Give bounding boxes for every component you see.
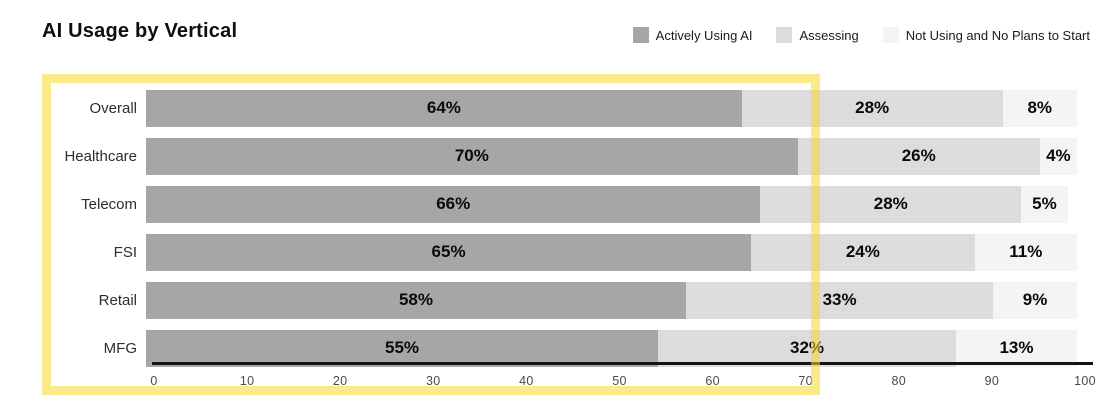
legend-label: Assessing [799, 27, 859, 43]
legend-item-not-using: Not Using and No Plans to Start [882, 27, 1090, 43]
category-label: Retail [98, 291, 137, 309]
bar-track: 66% 28% 5% [146, 185, 1077, 223]
bar-track: 58% 33% 9% [146, 281, 1077, 319]
bar-segment-assessing: 24% [751, 233, 975, 271]
bar-row: FSI 65% 24% 11% [0, 228, 1112, 276]
category-label: MFG [103, 339, 137, 357]
x-axis-tick-label: 20 [332, 374, 348, 388]
bar-segment-actively-using-ai: 58% [146, 281, 686, 319]
segment-value-label: 13% [999, 338, 1034, 357]
category-label: Overall [89, 99, 137, 117]
segment-value-label: 58% [398, 290, 433, 309]
bar-row: Retail 58% 33% 9% [0, 276, 1112, 324]
segment-value-label: 26% [901, 146, 936, 165]
bar-track: 65% 24% 11% [146, 233, 1077, 271]
segment-value-label: 28% [873, 194, 908, 213]
bar-segment-not-using-and-no-plans-to-start: 4% [1039, 137, 1077, 175]
x-axis-tick-label: 50 [612, 374, 627, 388]
legend: Actively Using AI Assessing Not Using an… [632, 27, 1090, 43]
legend-swatch-not-using [882, 27, 899, 43]
segment-value-label: 8% [1027, 98, 1053, 117]
bar-segment-actively-using-ai: 55% [146, 329, 659, 367]
x-axis-tick-label: 60 [705, 374, 720, 388]
legend-item-assessing: Assessing [776, 27, 859, 43]
x-axis-tick-label: 10 [239, 374, 255, 388]
x-axis-tick-label: 100 [1074, 374, 1096, 388]
category-label: FSI [113, 243, 137, 261]
bar-track: 55% 32% 13% [146, 329, 1077, 367]
bar-segment-not-using-and-no-plans-to-start: 8% [1002, 89, 1077, 127]
segment-value-label: 66% [436, 194, 471, 213]
x-axis-tick-label: 0 [150, 374, 158, 388]
segment-value-label: 11% [1009, 242, 1043, 261]
bar-segment-actively-using-ai: 64% [146, 89, 742, 127]
x-axis-tick-label: 70 [798, 374, 813, 388]
segment-value-label: 9% [1022, 290, 1048, 309]
segment-value-label: 5% [1032, 194, 1057, 213]
category-label: Healthcare [64, 147, 137, 165]
segment-value-label: 65% [431, 242, 466, 261]
bar-row: Telecom 66% 28% 5% [0, 180, 1112, 228]
bar-row: Overall 64% 28% 8% [0, 84, 1112, 132]
bar-segment-assessing: 28% [760, 185, 1022, 223]
segment-value-label: 55% [385, 338, 420, 357]
segment-value-label: 4% [1046, 146, 1071, 165]
bar-rows: Overall 64% 28% 8% Healthcare 70% 26% 4% Telecom… [0, 84, 1112, 372]
legend-swatch-assessing [776, 27, 793, 43]
legend-label: Not Using and No Plans to Start [905, 27, 1090, 43]
bar-segment-not-using-and-no-plans-to-start: 13% [955, 329, 1077, 367]
bar-segment-actively-using-ai: 65% [146, 233, 752, 271]
bar-segment-actively-using-ai: 66% [146, 185, 761, 223]
chart-header: AI Usage by Vertical Actively Using AI A… [42, 20, 1090, 43]
segment-value-label: 64% [426, 98, 461, 117]
bar-segment-not-using-and-no-plans-to-start: 11% [974, 233, 1077, 271]
x-axis-tick-label: 30 [426, 374, 441, 388]
bar-track: 64% 28% 8% [146, 89, 1077, 127]
bar-segment-assessing: 32% [658, 329, 956, 367]
segment-value-label: 70% [454, 146, 489, 165]
segment-value-label: 28% [855, 98, 890, 117]
segment-value-label: 33% [822, 290, 857, 309]
bar-segment-actively-using-ai: 70% [146, 137, 798, 175]
x-axis-tick-label: 80 [891, 374, 907, 388]
bar-row: MFG 55% 32% 13% [0, 324, 1112, 372]
bar-segment-assessing: 26% [797, 137, 1040, 175]
category-label: Telecom [81, 195, 137, 213]
legend-label: Actively Using AI [655, 27, 753, 43]
bar-segment-not-using-and-no-plans-to-start: 5% [1021, 185, 1068, 223]
bar-row: Healthcare 70% 26% 4% [0, 132, 1112, 180]
legend-swatch-actively-using-ai [632, 27, 649, 43]
bar-segment-assessing: 33% [685, 281, 994, 319]
x-axis-line [152, 362, 1093, 365]
x-axis-tick-label: 40 [519, 374, 534, 388]
x-axis-tick-label: 90 [984, 374, 1000, 388]
bar-track: 70% 26% 4% [146, 137, 1077, 175]
bar-segment-not-using-and-no-plans-to-start: 9% [993, 281, 1077, 319]
bar-segment-assessing: 28% [741, 89, 1003, 127]
legend-item-actively-using-ai: Actively Using AI [632, 27, 753, 43]
page-title: AI Usage by Vertical [42, 20, 238, 42]
segment-value-label: 24% [845, 242, 880, 261]
